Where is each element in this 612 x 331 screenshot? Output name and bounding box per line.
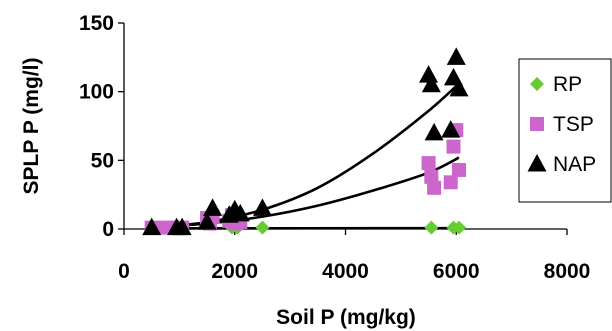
x-tick-label: 8000 [544,260,591,283]
data-points [142,47,469,236]
tsp-point [446,139,461,154]
tsp-point [443,175,458,190]
nap-point [446,47,466,65]
legend: RP TSP NAP [518,58,612,203]
rp-point [424,220,439,235]
nap-point [172,217,192,236]
legend-rp-marker [530,77,544,91]
nap-point [230,203,250,222]
nap-point [419,65,439,83]
nap-point [424,122,444,141]
x-tick-label: 0 [118,260,130,283]
nap-point [441,120,461,138]
legend-rp-label: RP [553,73,582,96]
y-tick-label: 100 [79,81,114,104]
nap-point [197,212,217,230]
rp-point [452,220,467,235]
tsp-point [427,180,442,195]
tsp-point [421,156,436,171]
y-tick-label: 50 [91,149,114,172]
legend-tsp-label: TSP [553,113,594,136]
x-axis-title: Soil P (mg/kg) [276,306,416,329]
nap-point [449,78,469,97]
nap-point [252,198,272,216]
tsp-point [158,220,173,235]
nap-point [203,198,223,216]
x-tick-label: 2000 [211,260,258,283]
nap-trendline [151,82,460,229]
x-tick-label: 4000 [322,260,369,283]
legend-nap-marker [527,154,547,172]
tsp-point [424,169,439,184]
trendlines [151,82,460,230]
x-tick-label: 6000 [433,260,480,283]
nap-point [142,217,162,236]
legend-tsp-marker [530,117,544,131]
rp-point [255,220,270,235]
tsp-point [452,162,467,177]
legend-nap-label: NAP [553,153,596,176]
y-tick-label: 0 [102,218,114,241]
y-tick-label: 150 [79,12,114,35]
ticks: 0 50 100 150 0 2000 4000 6000 8000 [79,12,590,283]
nap-point [421,74,441,93]
y-axis-title: SPLP P (mg/l) [20,58,43,195]
